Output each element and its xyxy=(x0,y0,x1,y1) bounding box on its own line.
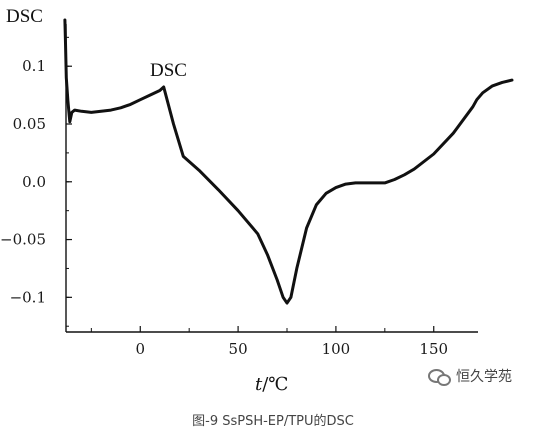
x-tick-label: 0 xyxy=(135,340,145,358)
x-tick-label: 100 xyxy=(322,340,351,358)
x-tick-label: 150 xyxy=(419,340,448,358)
x-axis-title-unit: /℃ xyxy=(262,374,288,395)
chart-series xyxy=(63,18,514,305)
x-axis-title: t/℃ xyxy=(255,374,288,395)
y-axis-ticks: 0.1 0.05 0.0 −0.05 −0.1 xyxy=(0,36,72,327)
y-tick-label: −0.1 xyxy=(10,288,46,306)
y-tick-label: −0.05 xyxy=(0,231,46,249)
chat-bubble-icon xyxy=(428,368,451,386)
figure-caption: 图-9 SsPSH-EP/TPU的DSC xyxy=(192,414,354,429)
y-tick-label: 0.0 xyxy=(22,173,46,191)
chart-axes xyxy=(65,24,478,333)
x-tick-label: 50 xyxy=(229,340,248,358)
y-tick-label: 0.1 xyxy=(22,57,46,75)
y-axis-title: DSC xyxy=(6,6,43,27)
x-axis-ticks: 0 50 100 150 xyxy=(90,326,448,358)
x-axis-title-var: t xyxy=(255,374,263,395)
dsc-curve xyxy=(63,18,514,305)
y-tick-label: 0.05 xyxy=(13,115,46,133)
watermark: 恒久学苑 xyxy=(428,366,512,386)
watermark-text: 恒久学苑 xyxy=(456,369,512,385)
series-label: DSC xyxy=(150,60,187,81)
